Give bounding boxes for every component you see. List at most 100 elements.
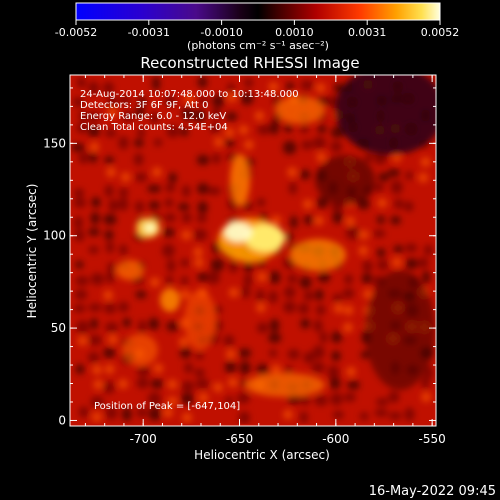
heatmap-blob <box>116 260 144 280</box>
heatmap-blob <box>166 259 176 273</box>
heatmap-blob <box>268 290 279 304</box>
heatmap-blob <box>93 379 104 390</box>
heatmap-blob <box>225 349 236 360</box>
heatmap-blob <box>287 273 298 284</box>
heatmap-blob <box>362 260 373 273</box>
heatmap-blob <box>87 111 101 122</box>
heatmap-blob <box>196 183 210 195</box>
heatmap-blob <box>207 186 221 196</box>
heatmap-blob <box>120 172 131 183</box>
annotation-line-4: Clean Total counts: 4.54E+04 <box>80 122 228 133</box>
heatmap-blob <box>182 412 193 423</box>
heatmap-blob <box>144 223 156 233</box>
heatmap-blob <box>283 301 297 314</box>
heatmap-blob <box>103 302 117 314</box>
heatmap-blob <box>313 319 323 333</box>
annotation-line-1: 24-Aug-2014 10:07:48.000 to 10:13:48.000 <box>80 89 299 100</box>
heatmap-blob <box>103 290 114 301</box>
heatmap-blob <box>198 95 209 105</box>
x-axis-ticks: -700 -650 -600 -550 <box>84 75 446 446</box>
heatmap-blob <box>87 351 100 363</box>
heatmap-blob <box>90 272 105 286</box>
heatmap-blob <box>315 304 326 316</box>
heatmap-blob <box>289 215 298 229</box>
heatmap-blob <box>421 392 432 403</box>
heatmap-blob <box>147 392 162 406</box>
heatmap-blob <box>105 405 118 420</box>
heatmap-blob <box>314 215 325 226</box>
heatmap-blob <box>163 407 174 418</box>
heatmap-blob <box>393 198 404 210</box>
chart-title: Reconstructed RHESSI Image <box>140 54 359 72</box>
heatmap-blob <box>404 243 418 253</box>
heatmap-blob <box>422 270 431 284</box>
heatmap-blob <box>148 317 160 331</box>
heatmap-blob <box>315 82 326 93</box>
heatmap-blob <box>166 321 180 332</box>
y-tick-label: 0 <box>58 413 66 427</box>
heatmap-blob <box>268 270 281 285</box>
heatmap-blob <box>343 322 354 333</box>
heatmap-blob <box>88 334 102 346</box>
heatmap-blob <box>342 288 355 299</box>
colorbar-tick-label: 0.0031 <box>348 26 387 39</box>
heatmap-blob <box>287 167 298 178</box>
heatmap-blob <box>74 229 85 242</box>
heatmap-blob <box>373 152 387 165</box>
heatmap-blob <box>90 212 101 225</box>
heatmap-blob <box>92 364 103 375</box>
heatmap-blob <box>78 406 89 418</box>
heatmap-blob <box>299 169 311 180</box>
y-axis-label: Heliocentric Y (arcsec) <box>25 184 39 319</box>
heatmap-blob <box>420 156 431 167</box>
heatmap-blob <box>77 335 88 346</box>
heatmap-blob <box>194 257 205 268</box>
heatmap-blob <box>211 106 221 120</box>
heatmap-blob <box>254 110 265 121</box>
heatmap-blob <box>105 271 115 284</box>
colorbar-unit-label: (photons cm⁻² s⁻¹ asec⁻²) <box>187 39 329 52</box>
heatmap-blob <box>344 274 354 285</box>
heatmap-blob <box>213 382 224 393</box>
heatmap-blob <box>377 197 388 208</box>
heatmap-blob <box>104 322 119 333</box>
heatmap-blob <box>122 110 134 123</box>
heatmap-blob <box>284 232 294 241</box>
heatmap-blob <box>133 153 144 166</box>
heatmap-blob <box>210 258 225 272</box>
heatmap-blob <box>301 140 313 150</box>
heatmap-blob <box>180 275 189 286</box>
heatmap-blob <box>107 262 116 273</box>
heatmap-blob <box>256 322 269 334</box>
heatmap-blob <box>213 319 223 332</box>
heatmap-blob <box>89 151 98 164</box>
heatmap-blob <box>316 196 329 209</box>
heatmap-blob <box>103 381 115 394</box>
colorbar-tick-label: -0.0031 <box>128 26 170 39</box>
heatmap-blob <box>243 273 253 287</box>
heatmap-blob <box>374 408 388 418</box>
heatmap-blob <box>343 392 356 402</box>
heatmap-blob <box>285 82 295 91</box>
heatmap-blob <box>359 412 369 421</box>
heatmap-blob <box>106 167 117 178</box>
heatmap-blob <box>311 361 326 373</box>
heatmap-blob <box>236 392 250 404</box>
heatmap-blob <box>239 360 251 375</box>
heatmap-blob <box>206 270 221 285</box>
heatmap-blob <box>330 392 343 406</box>
heatmap-blob <box>225 112 238 122</box>
heatmap-blob <box>167 379 178 390</box>
heatmap-blob <box>331 350 341 362</box>
heatmap-blob <box>255 302 266 313</box>
heatmap-blob <box>135 106 145 118</box>
heatmap-blob <box>150 378 164 389</box>
heatmap-blob <box>255 289 265 302</box>
heatmap-blob <box>358 245 369 256</box>
heatmap-blob <box>196 154 210 166</box>
heatmap-blob <box>283 123 293 133</box>
heatmap-blob <box>405 171 414 181</box>
heatmap-blob <box>345 226 360 240</box>
heatmap-blob <box>303 290 315 301</box>
heatmap-blob <box>74 289 88 300</box>
